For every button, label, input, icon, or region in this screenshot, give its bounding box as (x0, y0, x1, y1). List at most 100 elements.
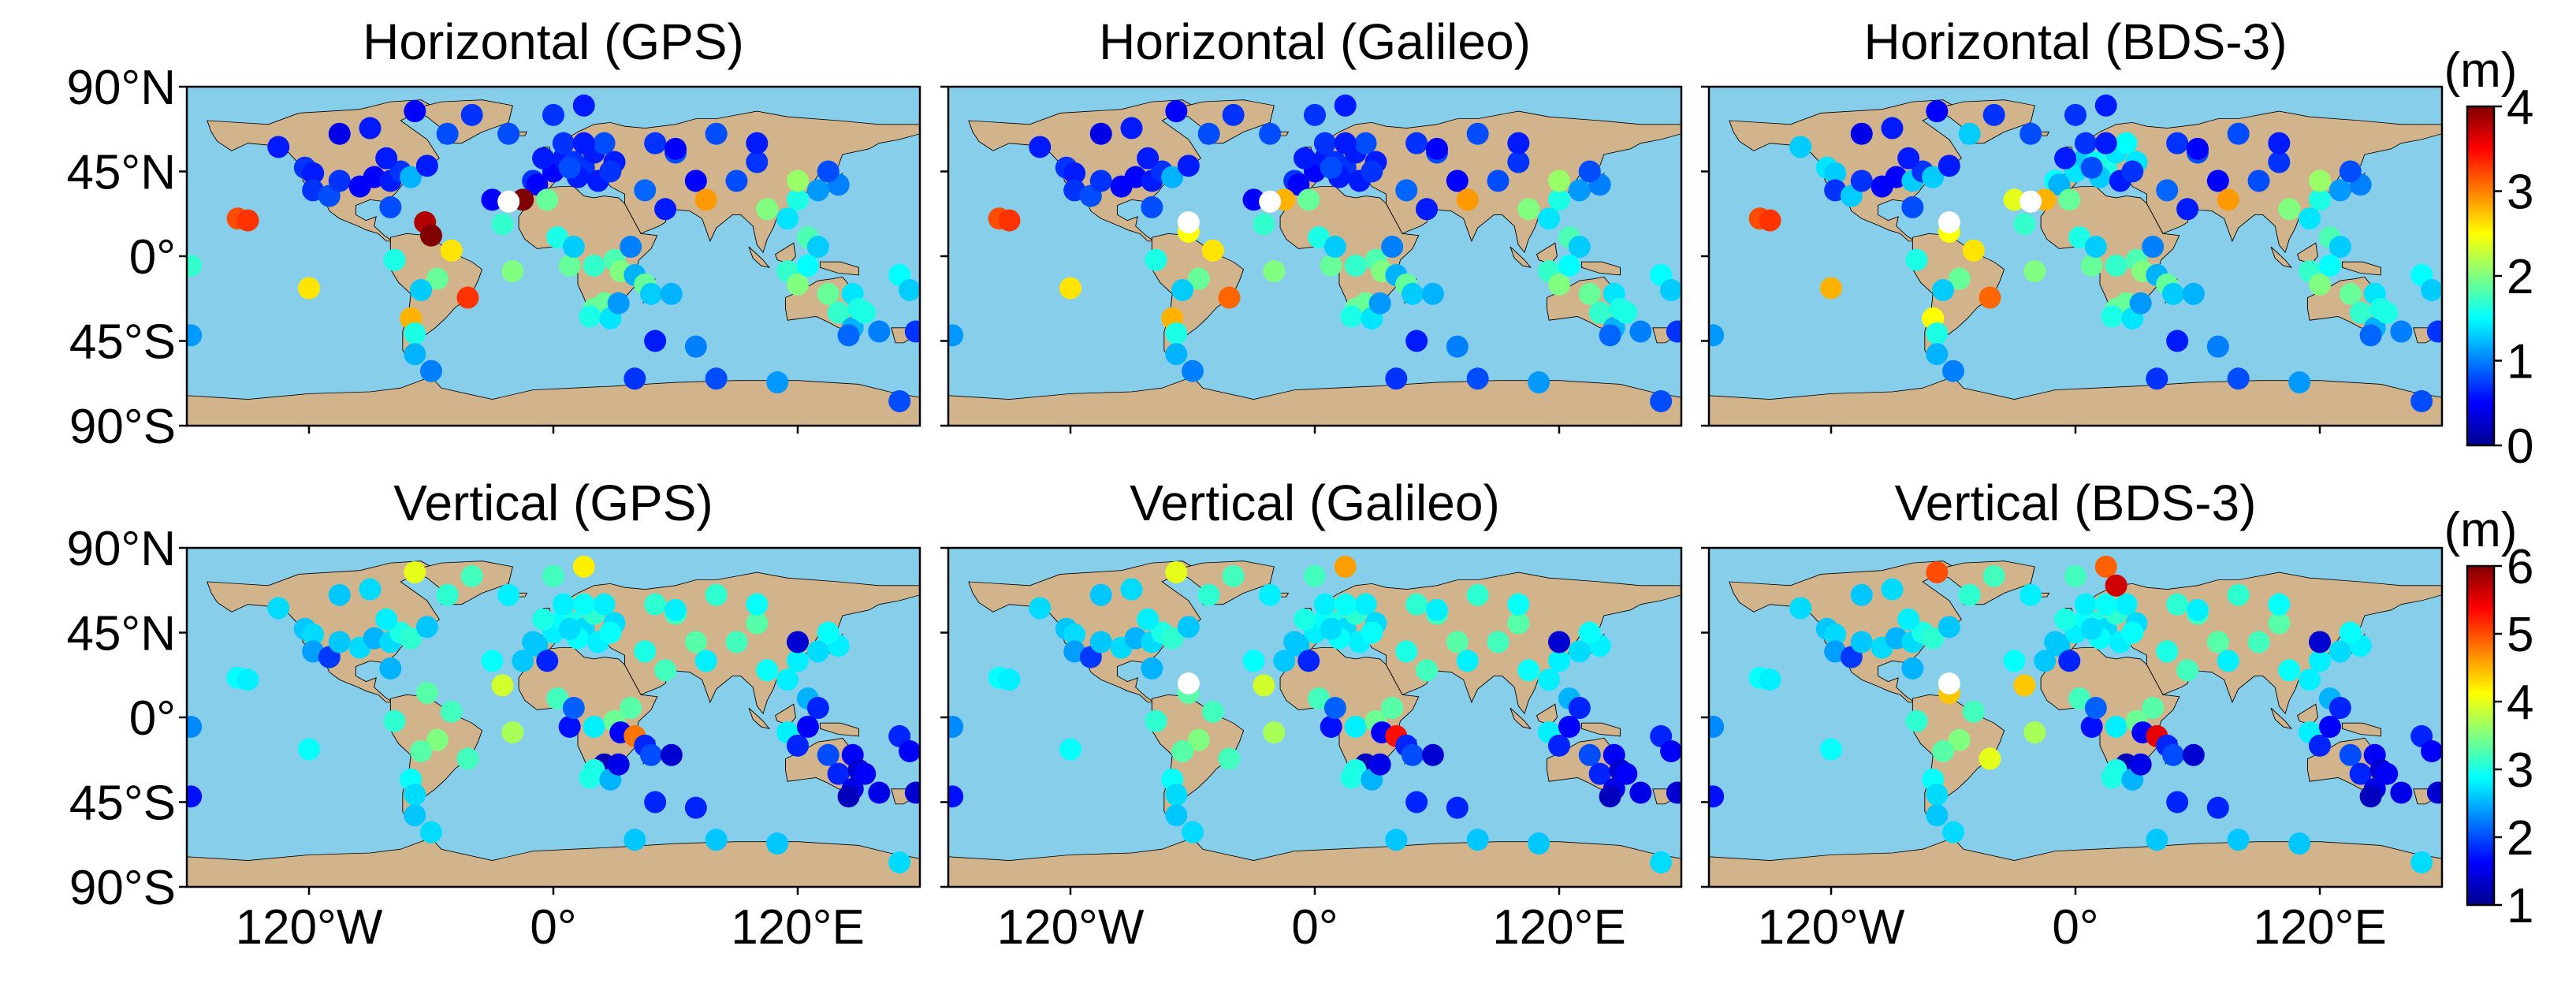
station-point (2115, 593, 2138, 616)
station-point (2094, 94, 2117, 117)
station-point (1599, 324, 1621, 347)
station-point (817, 743, 839, 766)
colorbar-tick-label: 0 (2507, 419, 2533, 474)
lon-tick-label: 120°E (2253, 900, 2387, 955)
station-point (1850, 169, 1873, 192)
station-point (1446, 335, 1469, 358)
station-point (2359, 785, 2382, 808)
station-point (542, 564, 564, 587)
station-point (705, 122, 728, 145)
station-point (607, 753, 630, 776)
station-point (1487, 631, 1509, 654)
station-point (1320, 254, 1342, 277)
station-point (684, 631, 707, 654)
station-point (426, 728, 449, 751)
station-point (1222, 103, 1245, 126)
station-point (2328, 236, 2351, 259)
station-point (1558, 715, 1580, 738)
station-point (806, 697, 829, 720)
station-point (1197, 583, 1220, 606)
colorbar: (m)6 5 4 3 2 1 (2444, 503, 2534, 933)
station-point (1177, 155, 1200, 177)
lon-tick-label: 120°E (731, 900, 865, 955)
station-point (796, 254, 819, 277)
station-point (1165, 783, 1188, 806)
station-point (1297, 188, 1320, 211)
station-point (787, 188, 809, 211)
station-point (2187, 137, 2209, 160)
station-point (787, 650, 809, 672)
map-panel: Horizontal (BDS-3) (1701, 13, 2444, 434)
station-point (481, 188, 504, 211)
station-point (2268, 612, 2291, 635)
station-point (2054, 147, 2077, 169)
station-point (2349, 301, 2372, 324)
station-point (827, 301, 850, 324)
lat-tick-label: 90°N (66, 61, 176, 115)
station-point (1177, 616, 1200, 639)
station-point (1942, 359, 1964, 382)
station-point (1517, 198, 1540, 221)
station-point (572, 593, 595, 616)
station-point (1962, 700, 1985, 723)
station-point (2105, 715, 2127, 738)
station-point (2176, 198, 2199, 221)
station-point (2247, 631, 2270, 654)
station-point (1201, 700, 1224, 723)
colorbar-unit: (m) (2444, 43, 2518, 98)
station-point (415, 681, 438, 704)
station-point (1242, 188, 1265, 211)
station-point (456, 747, 479, 770)
station-point (888, 389, 911, 412)
station-point (501, 260, 524, 283)
station-point (2339, 282, 2362, 305)
station-point (2166, 132, 2189, 155)
station-point (1089, 631, 1112, 654)
station-point (2023, 721, 2046, 744)
station-point (634, 640, 657, 663)
station-point (2421, 279, 2442, 301)
station-point (2309, 631, 2331, 654)
station-point (1385, 367, 1408, 390)
station-point (1171, 740, 1194, 762)
lat-tick-label: 45°S (69, 315, 176, 370)
station-point (491, 674, 514, 697)
station-point (787, 631, 809, 654)
station-point (562, 697, 585, 720)
station-point (1548, 650, 1570, 672)
station-point (1548, 631, 1570, 654)
colorbar-tick-label: 5 (2507, 608, 2533, 662)
station-point (1182, 359, 1204, 382)
station-point (298, 738, 320, 761)
station-point (1850, 583, 1873, 606)
panel-title: Vertical (GPS) (393, 475, 713, 531)
station-point (2013, 213, 2036, 236)
station-point (2121, 621, 2144, 644)
station-point (2410, 851, 2433, 873)
station-point (1165, 100, 1188, 123)
station-point (1588, 762, 1611, 785)
station-point (1979, 747, 2001, 770)
station-point (187, 785, 203, 808)
station-point (899, 740, 920, 762)
station-point (1558, 254, 1580, 277)
station-point (1982, 103, 2005, 126)
station-point (2299, 668, 2321, 691)
station-point (1426, 598, 1448, 621)
station-point (2339, 160, 2362, 183)
station-point (1059, 277, 1081, 300)
lon-tick-label: 120°E (1492, 900, 1626, 955)
map-panel: Vertical (GPS) 90°N 45°N 0° 45°S 90°S 120°W 0° 1… (66, 475, 921, 955)
station-point (1120, 117, 1143, 140)
station-point (1263, 260, 1286, 283)
station-point (854, 762, 877, 785)
station-point (1165, 343, 1188, 366)
station-point (2080, 715, 2103, 738)
outlier-station-point (1938, 211, 1960, 233)
station-point (2217, 188, 2239, 211)
station-point (298, 277, 320, 300)
station-point (1942, 821, 1964, 843)
station-point (2217, 650, 2239, 672)
station-point (1548, 188, 1570, 211)
lat-tick-label: 45°N (66, 146, 176, 200)
